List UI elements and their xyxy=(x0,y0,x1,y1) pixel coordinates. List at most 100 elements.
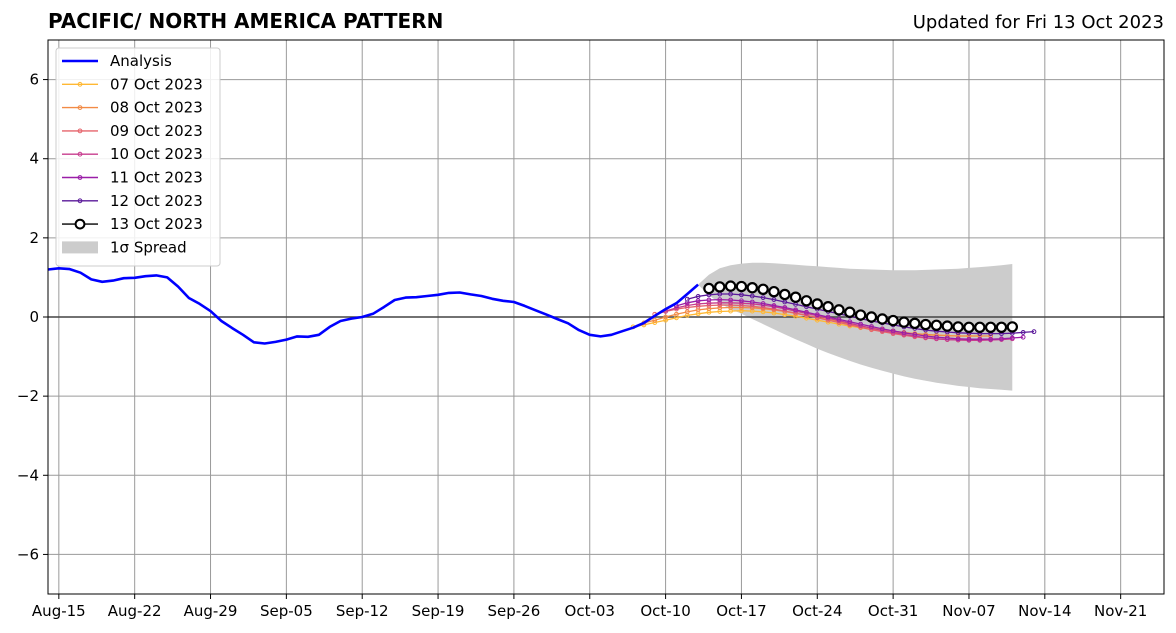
forecast-point xyxy=(825,314,831,320)
forecast-point xyxy=(684,303,690,308)
legend-entry: Analysis xyxy=(62,52,172,70)
forecast-point xyxy=(854,309,867,321)
forecast-point xyxy=(977,336,983,342)
legend-entry: 10 Oct 2023 xyxy=(62,145,203,163)
forecast-line xyxy=(665,302,1013,341)
forecast-point xyxy=(706,300,712,306)
forecast-point xyxy=(724,280,737,292)
legend-marker xyxy=(77,81,83,87)
legend-swatch xyxy=(62,241,98,254)
y-tick-label: −4 xyxy=(17,466,39,484)
forecast-point xyxy=(804,315,809,321)
x-tick-label: Nov-07 xyxy=(942,602,995,620)
x-tick-label: Oct-03 xyxy=(565,602,615,620)
forecast-point xyxy=(804,309,809,315)
forecast-point xyxy=(674,311,679,317)
forecast-point xyxy=(703,282,715,295)
forecast-point xyxy=(749,293,755,299)
legend-entry: 1σ Spread xyxy=(62,238,187,256)
forecast-point xyxy=(923,333,929,339)
forecast-point xyxy=(844,306,856,318)
forecast-point xyxy=(811,298,823,310)
forecast-point xyxy=(663,317,668,323)
forecast-point xyxy=(684,309,690,315)
forecast-point xyxy=(930,319,943,332)
chart-subtitle: Updated for Fri 13 Oct 2023 xyxy=(912,12,1164,33)
y-tick-label: 0 xyxy=(29,308,39,326)
forecast-point xyxy=(739,292,744,298)
forecast-point xyxy=(695,298,701,304)
legend-label: 08 Oct 2023 xyxy=(110,99,203,117)
x-tick-label: Aug-15 xyxy=(32,602,86,620)
y-tick-label: 6 xyxy=(29,71,39,89)
legend-label: 11 Oct 2023 xyxy=(110,169,203,187)
forecast-point xyxy=(865,311,878,323)
forecast-point xyxy=(782,305,788,310)
forecast-point xyxy=(749,308,755,314)
forecast-point xyxy=(728,291,734,297)
x-tick-label: Sep-05 xyxy=(260,602,313,620)
forecast-point xyxy=(955,336,961,342)
forecast-point xyxy=(663,314,668,320)
legend-marker xyxy=(77,175,83,180)
forecast-point xyxy=(779,288,791,301)
forecast-point xyxy=(760,295,766,301)
y-tick-label: 2 xyxy=(29,229,39,247)
forecast-point xyxy=(768,285,780,298)
forecast-point xyxy=(919,318,932,331)
legend-label: 1σ Spread xyxy=(110,238,187,256)
x-tick-label: Sep-19 xyxy=(412,602,465,620)
forecast-point xyxy=(833,304,845,316)
forecast-point xyxy=(728,300,734,306)
forecast-point xyxy=(941,320,954,332)
forecast-point xyxy=(934,334,939,340)
forecast-point xyxy=(793,307,799,313)
forecast-point xyxy=(771,297,777,302)
forecast-series xyxy=(703,280,1019,333)
legend-label: 07 Oct 2023 xyxy=(110,75,203,93)
forecast-point xyxy=(847,319,853,325)
x-tick-label: Oct-10 xyxy=(640,602,690,620)
x-tick-label: Aug-29 xyxy=(184,602,238,620)
series xyxy=(47,266,1037,345)
forecast-point xyxy=(674,305,679,311)
legend-marker xyxy=(77,105,83,110)
forecast-point xyxy=(912,332,918,337)
legend-box xyxy=(55,47,221,267)
legend-marker xyxy=(77,128,83,134)
forecast-point xyxy=(800,295,813,307)
forecast-point xyxy=(1020,330,1026,335)
x-tick-label: Nov-14 xyxy=(1018,602,1071,620)
forecast-point xyxy=(869,324,874,329)
forecast-point xyxy=(746,282,758,294)
forecast-point xyxy=(890,328,896,334)
forecast-point xyxy=(1020,334,1026,340)
x-tick-label: Oct-31 xyxy=(868,602,918,620)
forecast-point xyxy=(966,336,972,342)
forecast-point xyxy=(760,309,766,315)
forecast-point xyxy=(898,316,910,328)
legend-entry: 13 Oct 2023 xyxy=(62,215,203,233)
y-tick-label: −6 xyxy=(17,545,39,563)
forecast-point xyxy=(793,313,799,319)
forecast-point xyxy=(706,297,712,303)
legend-marker xyxy=(77,198,83,204)
forecast-point xyxy=(789,291,802,303)
legend-marker xyxy=(77,151,83,157)
forecast-point xyxy=(1009,335,1015,341)
forecast-point xyxy=(952,321,964,333)
x-tick-label: Aug-22 xyxy=(108,602,162,620)
forecast-point xyxy=(1031,329,1037,335)
legend-label: 13 Oct 2023 xyxy=(110,215,203,233)
forecast-point xyxy=(706,306,712,312)
chart-title: PACIFIC/ NORTH AMERICA PATTERN xyxy=(48,9,444,33)
forecast-point xyxy=(999,336,1004,342)
forecast-line xyxy=(676,298,1024,340)
forecast-point xyxy=(652,317,658,323)
forecast-point xyxy=(822,301,834,313)
forecast-point xyxy=(836,316,842,322)
forecast-point xyxy=(695,301,701,307)
y-tick-label: −2 xyxy=(17,387,39,405)
legend-label: 10 Oct 2023 xyxy=(110,145,203,163)
